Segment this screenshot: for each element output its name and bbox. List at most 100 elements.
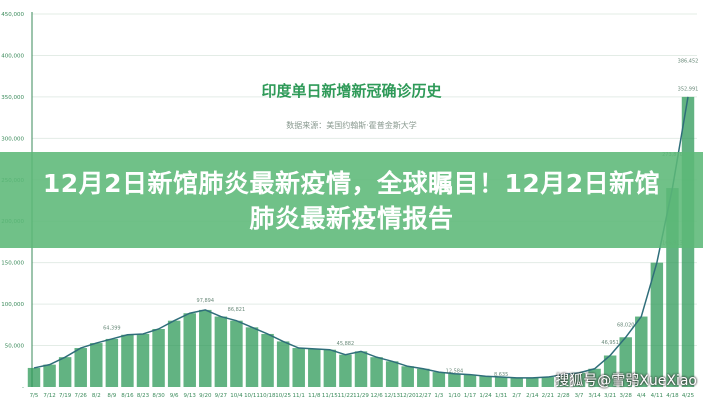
bar xyxy=(588,368,601,387)
x-tick-label: 2/7 xyxy=(512,393,521,399)
y-tick-label: 100,000 xyxy=(1,302,24,308)
x-tick-label: 7/19 xyxy=(59,393,72,399)
x-tick-label: 2/21 xyxy=(542,393,554,399)
x-tick-label: 9/6 xyxy=(170,393,179,399)
y-tick-label: 50,000 xyxy=(5,344,25,350)
x-tick-label: 10/4 xyxy=(230,393,243,399)
x-tick-label: 12/20 xyxy=(400,393,416,399)
x-tick-label: 11/8 xyxy=(308,393,321,399)
bar xyxy=(510,377,523,387)
data-label: 68,020 xyxy=(617,323,635,329)
x-tick-label: 3/21 xyxy=(604,393,616,399)
x-tick-label: 1/31 xyxy=(495,393,507,399)
x-tick-label: 7/5 xyxy=(30,393,39,399)
bar xyxy=(401,366,414,387)
bar xyxy=(541,377,555,387)
bar xyxy=(526,377,539,387)
bar xyxy=(354,351,368,387)
bar xyxy=(448,373,461,387)
bar xyxy=(323,349,337,387)
x-tick-label: 9/20 xyxy=(199,393,212,399)
bar xyxy=(432,372,446,387)
x-tick-label: 10/11 xyxy=(244,393,260,399)
bar xyxy=(417,368,430,387)
bar xyxy=(276,341,290,387)
x-tick-label: 11/29 xyxy=(353,393,369,399)
x-tick-label: 9/27 xyxy=(215,393,228,399)
bar xyxy=(183,313,196,387)
bar xyxy=(557,374,570,387)
x-tick-label: 2/14 xyxy=(526,393,539,399)
bar xyxy=(245,327,259,387)
bar xyxy=(27,367,41,387)
bar xyxy=(90,343,103,387)
bar xyxy=(214,316,228,387)
bar xyxy=(494,377,508,387)
x-tick-label: 4/11 xyxy=(651,393,663,399)
data-label: 45,882 xyxy=(337,341,355,347)
y-tick-label: 350,000 xyxy=(1,95,24,101)
x-tick-label: 4/4 xyxy=(637,393,646,399)
data-label: 97,894 xyxy=(197,298,215,304)
x-tick-label: 12/27 xyxy=(415,393,431,399)
bar xyxy=(121,334,134,387)
bar xyxy=(167,320,181,387)
bar xyxy=(261,333,274,387)
bar xyxy=(635,316,648,387)
bar xyxy=(74,348,87,387)
x-tick-label: 3/28 xyxy=(620,393,633,399)
data-label: 64,399 xyxy=(103,326,121,332)
data-label: 12,584 xyxy=(446,369,464,375)
x-tick-label: 9/13 xyxy=(184,393,197,399)
bar xyxy=(650,262,664,387)
x-tick-label: 3/14 xyxy=(588,393,601,399)
bar xyxy=(370,357,383,387)
bar xyxy=(385,361,399,387)
x-tick-label: 1/3 xyxy=(434,393,443,399)
x-tick-label: 8/23 xyxy=(137,393,150,399)
x-tick-label: 10/18 xyxy=(260,393,276,399)
y-tick-label: - xyxy=(22,385,24,391)
x-tick-label: 1/10 xyxy=(448,393,461,399)
x-tick-label: 1/17 xyxy=(464,393,477,399)
chart-title: 印度单日新增新冠确诊历史 xyxy=(261,82,442,100)
x-tick-label: 8/16 xyxy=(121,393,134,399)
x-tick-label: 7/26 xyxy=(75,393,88,399)
x-tick-label: 4/18 xyxy=(666,393,679,399)
x-tick-label: 1/24 xyxy=(479,393,492,399)
data-label: 352,991 xyxy=(678,86,699,92)
headline-banner: 12月2日新馆肺炎最新疫情，全球瞩目！12月2日新馆肺炎最新疫情报告 xyxy=(0,152,703,248)
bar xyxy=(308,348,321,387)
bar xyxy=(199,309,212,387)
watermark: 搜狐号@雪鸮XueXiao xyxy=(555,373,697,389)
bar xyxy=(292,348,305,387)
bar xyxy=(479,376,492,387)
x-tick-label: 8/30 xyxy=(152,393,165,399)
bar xyxy=(105,338,119,387)
data-label: 86,821 xyxy=(228,307,246,313)
data-label: 8,635 xyxy=(494,372,508,378)
y-tick-label: 150,000 xyxy=(1,261,24,267)
bar xyxy=(152,328,165,387)
bar xyxy=(43,364,56,387)
bar xyxy=(58,357,72,387)
x-tick-label: 3/7 xyxy=(575,393,584,399)
bar xyxy=(603,355,617,387)
bar xyxy=(230,320,243,387)
x-tick-label: 8/9 xyxy=(107,393,116,399)
average-line xyxy=(33,96,689,379)
x-tick-label: 2/28 xyxy=(557,393,570,399)
x-tick-label: 7/12 xyxy=(43,393,55,399)
x-tick-label: 11/15 xyxy=(322,393,338,399)
bar xyxy=(463,374,477,387)
bar xyxy=(572,372,586,387)
data-label: 386,452 xyxy=(678,59,699,65)
x-tick-label: 11/22 xyxy=(337,393,353,399)
bar xyxy=(136,333,150,387)
y-tick-label: 300,000 xyxy=(1,136,24,142)
chart-subtitle: 数据来源：美国约翰斯·霍普金斯大学 xyxy=(286,121,417,130)
headline-text: 12月2日新馆肺炎最新疫情，全球瞩目！12月2日新馆肺炎最新疫情报告 xyxy=(42,169,661,233)
data-label: 46,951 xyxy=(601,340,619,346)
x-tick-label: 12/6 xyxy=(370,393,383,399)
x-tick-label: 10/25 xyxy=(275,393,291,399)
